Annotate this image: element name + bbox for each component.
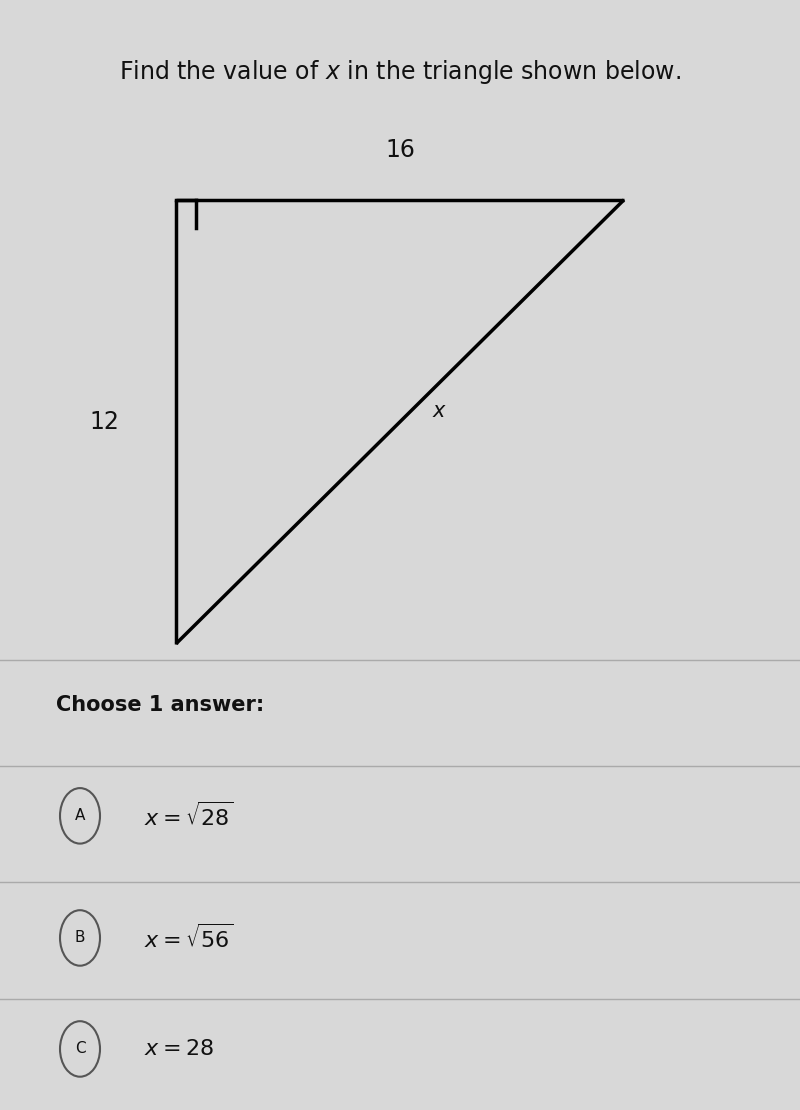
Text: A: A [75, 808, 85, 824]
Text: $x$: $x$ [433, 401, 447, 421]
Text: C: C [74, 1041, 86, 1057]
Text: B: B [74, 930, 86, 946]
Text: $x = \sqrt{56}$: $x = \sqrt{56}$ [144, 924, 234, 952]
Text: 12: 12 [89, 410, 119, 434]
Text: $x = \sqrt{28}$: $x = \sqrt{28}$ [144, 801, 234, 830]
Text: Choose 1 answer:: Choose 1 answer: [56, 695, 264, 715]
Text: $x = 28$: $x = 28$ [144, 1039, 214, 1059]
Text: 16: 16 [385, 138, 415, 162]
Text: Find the value of $x$ in the triangle shown below.: Find the value of $x$ in the triangle sh… [119, 58, 681, 87]
